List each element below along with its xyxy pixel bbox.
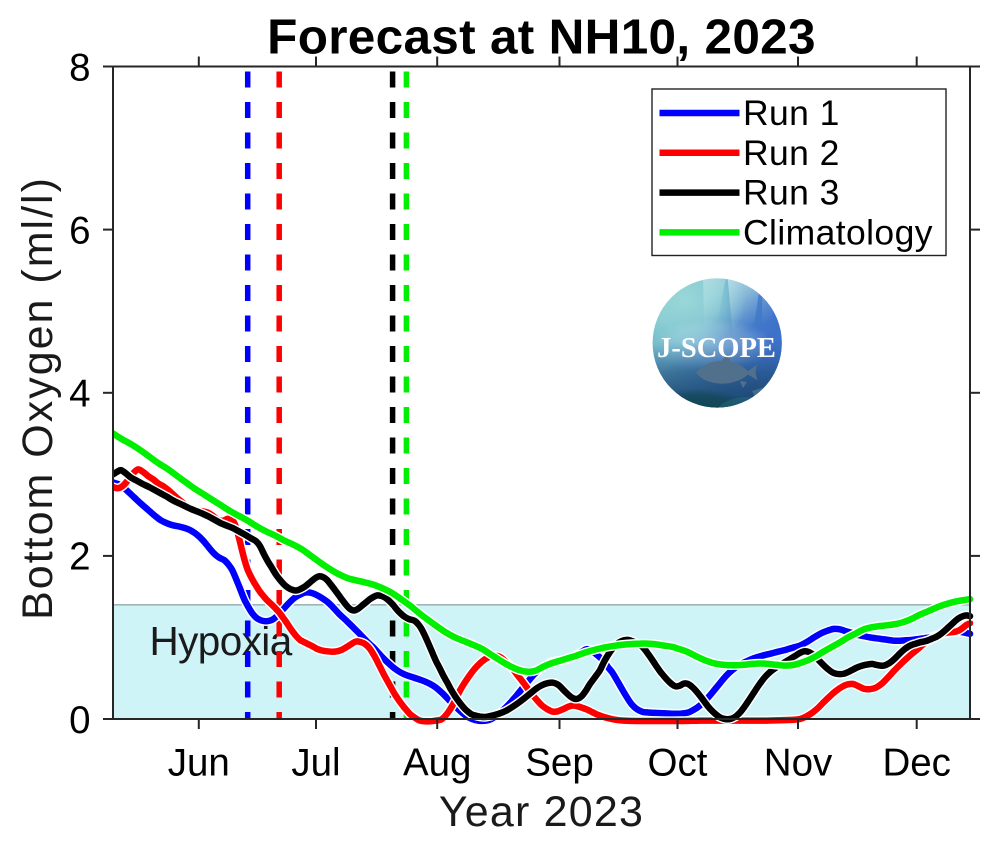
svg-text:8: 8 xyxy=(69,46,90,89)
svg-text:Hypoxia: Hypoxia xyxy=(150,618,293,664)
svg-text:Dec: Dec xyxy=(882,742,950,785)
svg-text:Run 3: Run 3 xyxy=(743,173,840,213)
svg-text:Run 1: Run 1 xyxy=(743,93,840,133)
svg-text:Run 2: Run 2 xyxy=(743,133,840,173)
svg-text:2: 2 xyxy=(69,536,90,579)
svg-text:Nov: Nov xyxy=(764,742,833,785)
svg-text:4: 4 xyxy=(69,373,90,416)
svg-text:6: 6 xyxy=(69,209,90,252)
svg-text:Climatology: Climatology xyxy=(743,212,933,252)
svg-text:Forecast at NH10, 2023: Forecast at NH10, 2023 xyxy=(267,10,816,65)
svg-text:Jun: Jun xyxy=(168,742,230,785)
svg-text:Aug: Aug xyxy=(403,742,472,785)
svg-text:J-SCOPE: J-SCOPE xyxy=(657,333,776,364)
svg-text:Sep: Sep xyxy=(525,742,594,785)
svg-text:Oct: Oct xyxy=(648,742,708,785)
svg-text:Year 2023: Year 2023 xyxy=(439,788,644,836)
svg-text:Bottom Oxygen (ml/l): Bottom Oxygen (ml/l) xyxy=(14,176,62,620)
svg-text:0: 0 xyxy=(69,699,90,742)
svg-text:Jul: Jul xyxy=(291,742,340,785)
